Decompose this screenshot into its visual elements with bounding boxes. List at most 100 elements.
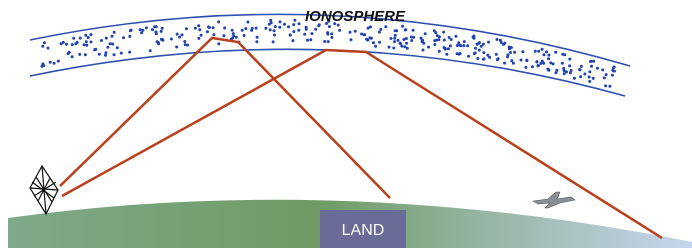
particle <box>450 38 453 41</box>
particle <box>71 55 74 58</box>
particle <box>524 66 527 69</box>
particle <box>274 25 277 28</box>
particle <box>410 39 413 42</box>
particle <box>552 62 555 65</box>
particle <box>503 62 506 65</box>
particle <box>588 80 591 83</box>
particle <box>160 38 163 41</box>
particle <box>178 36 181 39</box>
particle <box>309 38 312 41</box>
particle <box>231 29 234 32</box>
particle <box>113 31 116 34</box>
particle <box>366 39 369 42</box>
particle <box>120 52 123 55</box>
particle <box>41 62 44 65</box>
particle <box>306 39 309 42</box>
particle <box>372 41 375 44</box>
particle <box>161 27 164 30</box>
particle <box>305 28 308 31</box>
particle <box>89 33 92 36</box>
particle <box>588 76 591 79</box>
particle <box>200 34 203 37</box>
particle <box>573 77 576 80</box>
particle <box>153 25 156 28</box>
particle <box>580 65 583 68</box>
particle <box>568 64 571 67</box>
particle <box>222 34 225 37</box>
particle <box>379 28 382 31</box>
particle <box>547 57 550 60</box>
particle <box>509 51 512 54</box>
particle <box>488 56 491 59</box>
particle <box>269 28 272 31</box>
particle <box>604 84 607 87</box>
particle <box>314 28 317 31</box>
particle <box>583 73 586 76</box>
particle <box>273 34 276 37</box>
particle <box>85 40 88 43</box>
particle <box>437 38 440 41</box>
particle <box>508 47 511 50</box>
particle <box>323 40 326 43</box>
particle <box>378 31 381 34</box>
particle <box>160 30 163 33</box>
particle <box>513 51 516 54</box>
particle <box>438 35 441 38</box>
particle <box>197 37 200 40</box>
particle <box>449 44 452 47</box>
particle <box>232 35 235 38</box>
particle <box>269 19 272 22</box>
particle <box>217 20 220 23</box>
particle <box>579 68 582 71</box>
ionosphere-label: IONOSPHERE <box>305 8 406 25</box>
particle <box>241 29 244 32</box>
particle <box>256 36 259 39</box>
particle <box>463 40 466 43</box>
particle <box>292 30 295 33</box>
particle <box>273 29 276 32</box>
particle <box>83 43 86 46</box>
particle <box>49 61 52 64</box>
particle <box>141 29 144 32</box>
particle <box>477 42 480 45</box>
particle <box>111 35 114 38</box>
particle <box>41 45 44 48</box>
particle <box>547 54 550 57</box>
particle <box>456 44 459 47</box>
particle <box>588 70 591 73</box>
particle <box>438 50 441 53</box>
particle <box>208 26 211 29</box>
particle <box>388 46 391 49</box>
particle <box>264 27 267 30</box>
particle <box>466 44 469 47</box>
particle <box>472 36 475 39</box>
particle <box>185 27 188 30</box>
particle <box>246 21 249 24</box>
particle <box>543 53 546 56</box>
particle <box>499 39 502 42</box>
particle <box>149 49 152 52</box>
particle <box>78 53 81 56</box>
particle <box>235 36 238 39</box>
particle <box>139 28 142 31</box>
particle <box>613 66 616 69</box>
particle <box>175 46 178 49</box>
particle <box>506 55 509 58</box>
particle <box>482 51 485 54</box>
particle <box>525 59 528 62</box>
particle <box>223 27 226 30</box>
particle <box>393 40 396 43</box>
particle <box>596 67 599 70</box>
particle <box>467 55 470 58</box>
particle <box>579 75 582 78</box>
particle <box>289 33 292 36</box>
land-label: LAND <box>342 222 385 239</box>
particle <box>109 42 112 45</box>
particle <box>328 25 331 28</box>
particle <box>327 40 330 43</box>
particle <box>444 48 447 51</box>
particle <box>545 50 548 53</box>
particle <box>542 62 545 65</box>
particle <box>183 40 186 43</box>
particle <box>554 51 557 54</box>
